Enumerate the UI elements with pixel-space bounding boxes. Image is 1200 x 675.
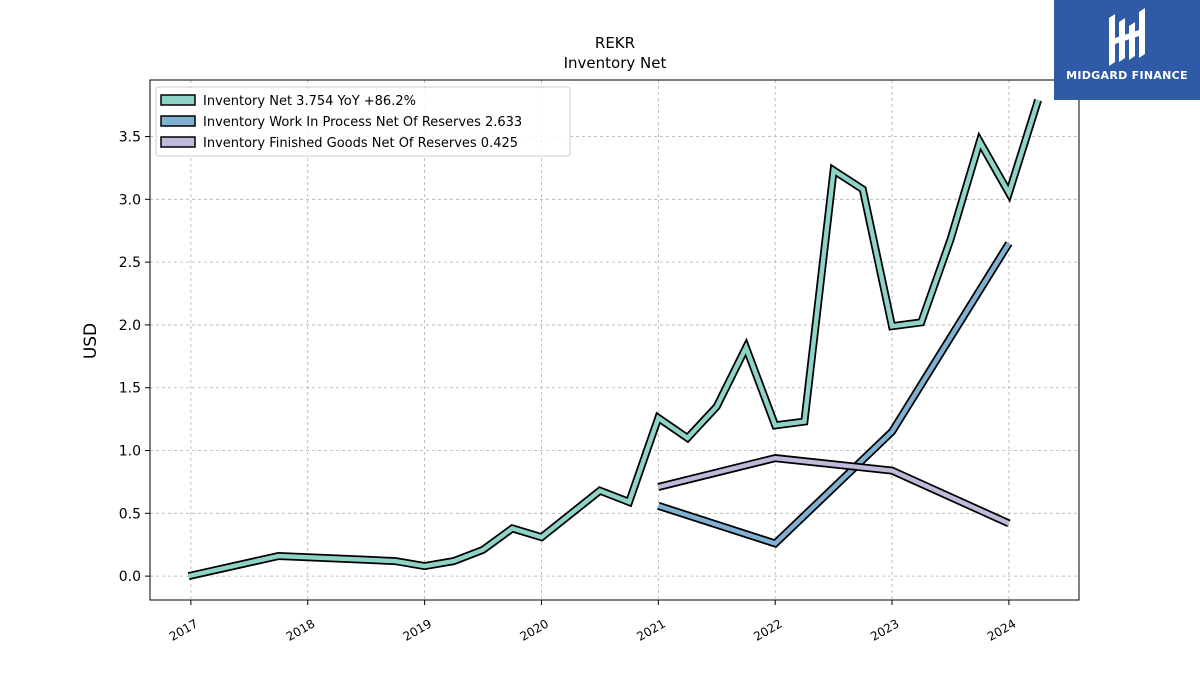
grid-lines	[150, 80, 1079, 600]
x-tick-label: 2017	[167, 616, 200, 643]
legend-label-0: Inventory Net 3.754 YoY +86.2%	[203, 94, 416, 109]
y-tick-label: 2.0	[119, 318, 141, 334]
x-tick-label: 2023	[868, 616, 901, 643]
y-tick-label: 3.5	[119, 130, 141, 146]
y-axis-label: USD	[81, 323, 101, 359]
midgard-mh-logo-icon	[1109, 8, 1145, 66]
chart-subtitle: Inventory Net	[564, 54, 667, 72]
series-line-0	[188, 99, 1041, 579]
x-tick-label: 2024	[985, 616, 1018, 643]
brand-name: MIDGARD FINANCE	[1066, 69, 1188, 82]
series-line-2	[657, 455, 1010, 526]
y-tick-label: 0.5	[119, 506, 141, 522]
series-line-outline-0	[187, 98, 1042, 581]
brand-logo: MIDGARD FINANCE	[1054, 0, 1200, 100]
legend-label-2: Inventory Finished Goods Net Of Reserves…	[203, 136, 518, 151]
y-tick-label: 1.5	[119, 381, 141, 397]
y-axis-ticks: 0.0 0.5 1.0 1.5 2.0 2.5 3.0 3.5	[119, 130, 150, 585]
legend-box	[155, 86, 571, 157]
y-tick-label: 2.5	[119, 255, 141, 271]
x-tick-label: 2020	[518, 616, 551, 643]
plot-frame	[149, 79, 1080, 601]
x-tick-label: 2019	[401, 616, 434, 643]
x-tick-label: 2018	[284, 616, 317, 643]
legend-swatch-0	[160, 94, 196, 106]
y-tick-label: 0.0	[119, 569, 141, 585]
y-tick-label: 1.0	[119, 444, 141, 460]
x-tick-label: 2022	[751, 616, 784, 643]
legend-label-1: Inventory Work In Process Net Of Reserve…	[203, 115, 522, 130]
series-line-1	[657, 242, 1011, 547]
y-tick-label: 3.0	[119, 192, 141, 208]
chart-title: REKR	[595, 34, 635, 52]
series-layer	[187, 98, 1042, 581]
x-tick-label: 2021	[634, 616, 667, 643]
legend: Inventory Net 3.754 YoY +86.2% Inventory …	[155, 86, 571, 157]
x-axis-ticks: 2017 2018 2019 2020 2021 2022 2023 2024	[167, 600, 1018, 644]
legend-swatch-2	[160, 136, 196, 148]
legend-swatch-1	[160, 115, 196, 127]
